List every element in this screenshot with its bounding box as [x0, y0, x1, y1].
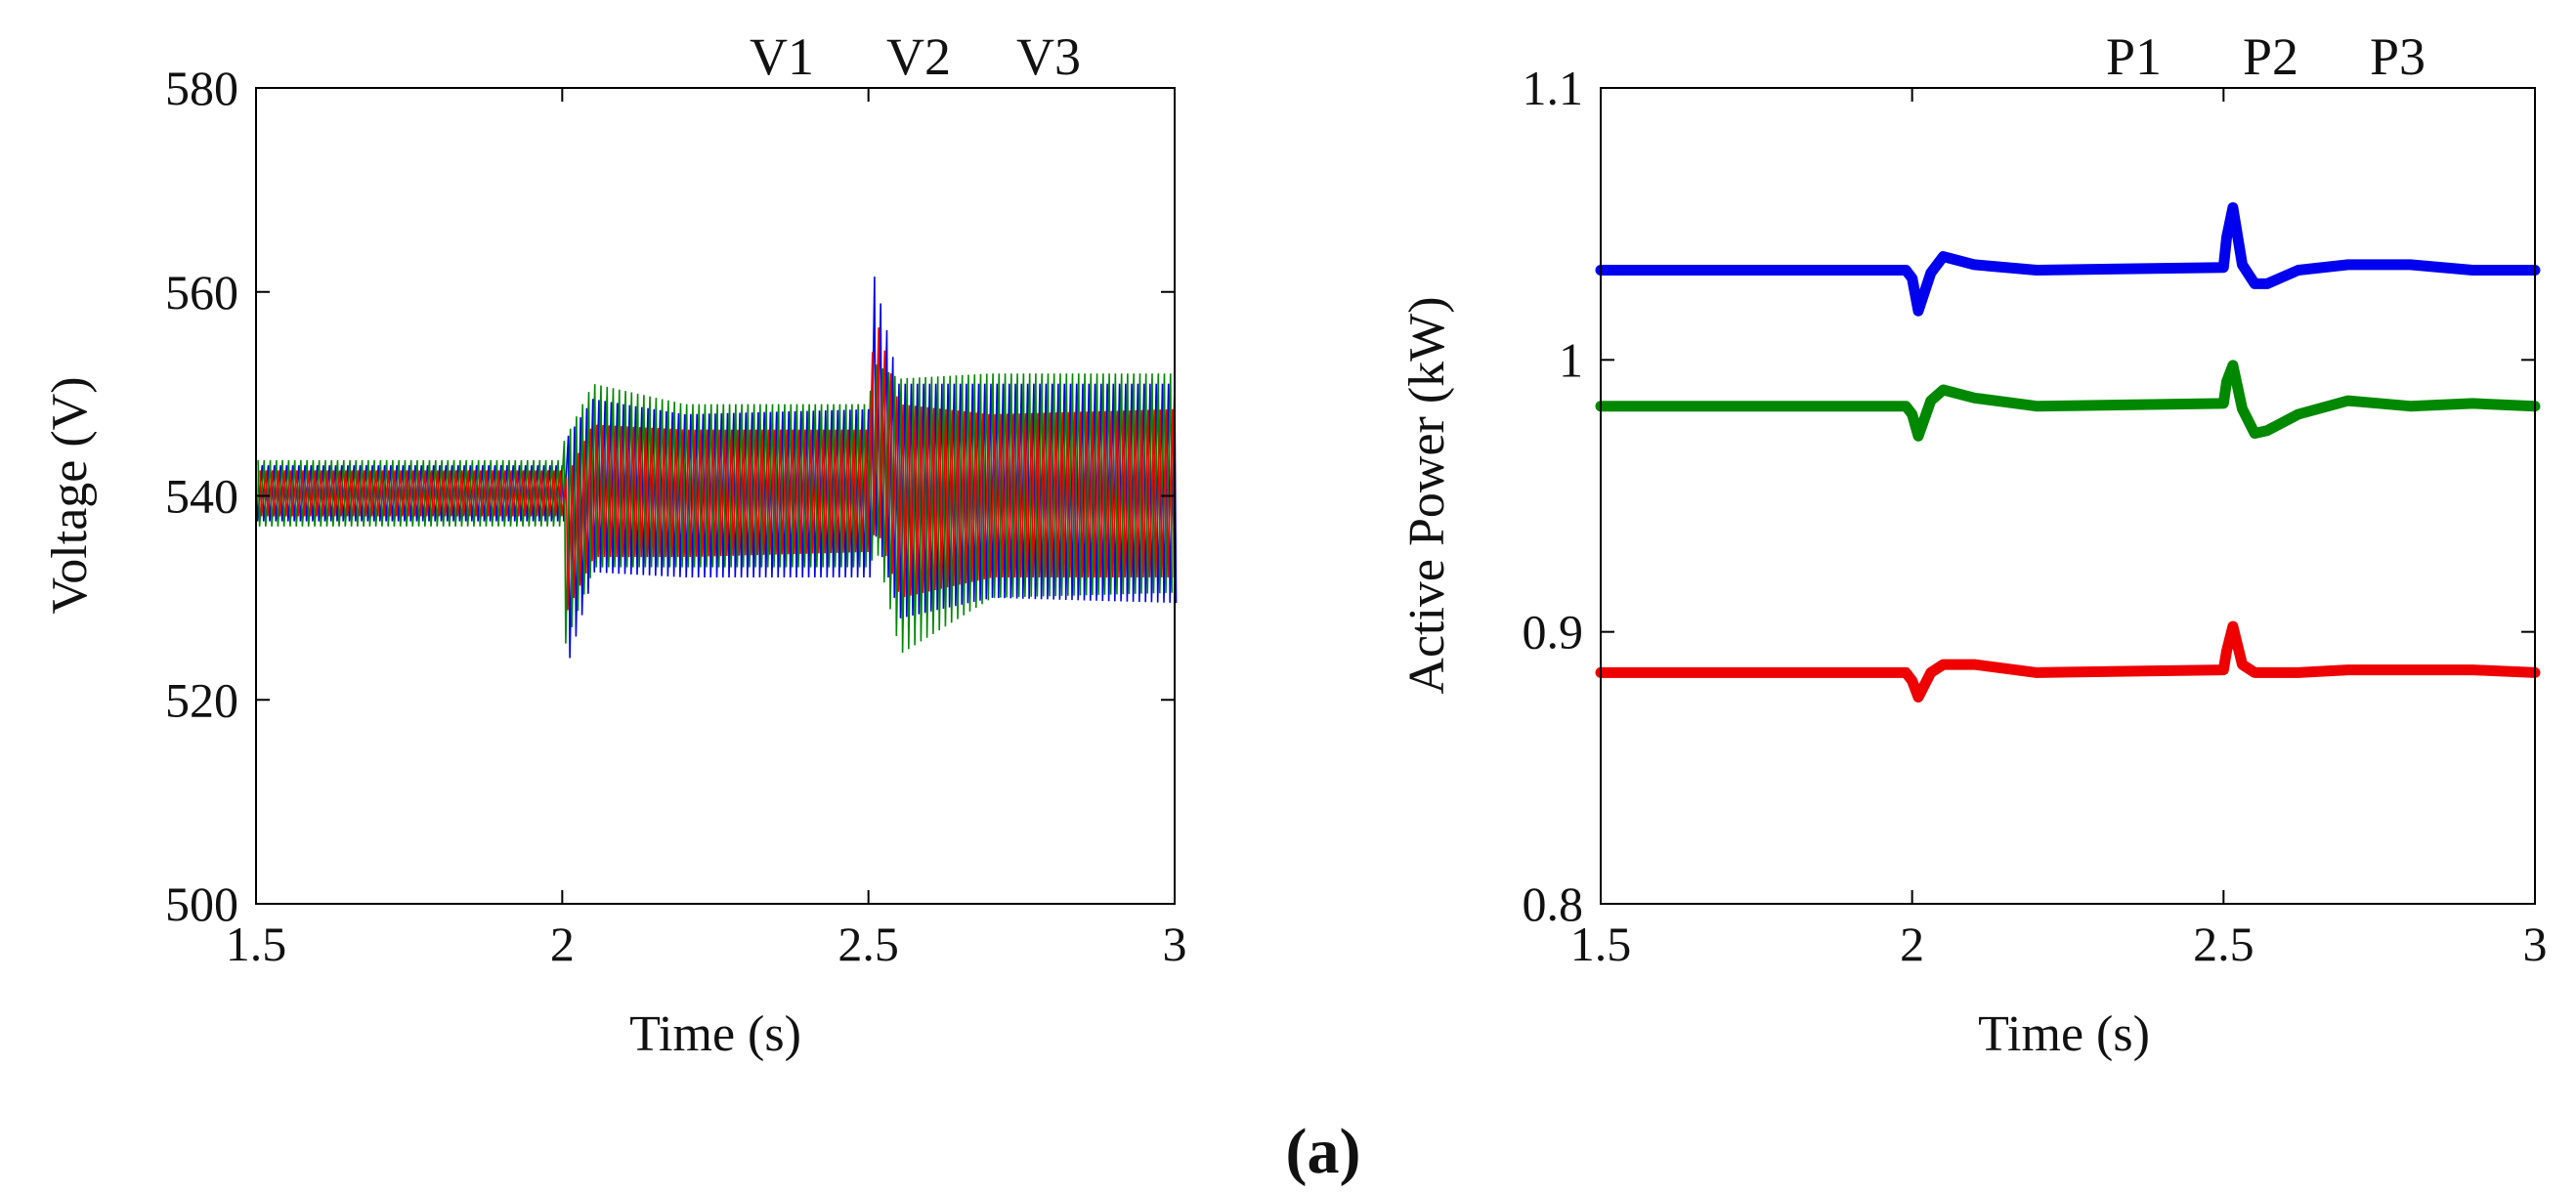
voltage-y-tick-label: 560 — [165, 265, 238, 320]
power-x-axis-label: Time (s) — [1978, 1006, 2150, 1062]
power-series-p1 — [1595, 202, 2541, 317]
power-x-tick-label: 2 — [1900, 917, 1924, 971]
power-series-p3 — [1595, 620, 2541, 703]
power-x-tick-label: 3 — [2523, 917, 2548, 971]
power-series-p2 — [1595, 360, 2541, 442]
power-y-tick-label: 0.8 — [1523, 876, 1584, 931]
power-y-axis-label: Active Power (kW) — [1399, 296, 1455, 694]
voltage-x-tick-label: 2.5 — [837, 917, 899, 971]
power-plot-frame — [1600, 87, 2536, 905]
voltage-x-tick-label: 1.5 — [226, 917, 287, 971]
voltage-series-v3 — [259, 327, 1176, 611]
voltage-y-axis-label: Voltage (V) — [42, 376, 98, 614]
power-chart: 1.5 2 2.5 3 0.8 0.9 1 1.1 Time (s) Active Power… — [1399, 27, 2548, 1062]
power-x-tick-label: 1.5 — [1570, 917, 1632, 971]
power-y-tick-label: 1 — [1559, 332, 1583, 387]
power-x-tick-label: 2.5 — [2193, 917, 2254, 971]
voltage-y-tick-label: 580 — [165, 61, 238, 115]
figure-caption: (a) — [1286, 1116, 1361, 1187]
legend-v3: V3 — [1016, 27, 1081, 86]
voltage-x-axis-label: Time (s) — [629, 1006, 801, 1062]
power-plot-area — [1601, 88, 2535, 904]
voltage-series-group — [255, 277, 1178, 659]
voltage-x-tick-label: 2 — [550, 917, 575, 971]
power-series-group — [1595, 202, 2541, 703]
legend-p1: P1 — [2106, 27, 2162, 86]
voltage-ticks: 1.5 2 2.5 3 500 520 540 560 580 — [165, 61, 1187, 971]
power-ticks: 1.5 2 2.5 3 0.8 0.9 1 1.1 — [1523, 61, 2548, 971]
voltage-series-v2 — [257, 364, 1174, 654]
legend-p2: P2 — [2243, 27, 2298, 86]
voltage-legend: V1 V2 V3 — [750, 27, 1081, 86]
voltage-y-tick-label: 520 — [165, 672, 238, 727]
legend-p3: P3 — [2370, 27, 2426, 86]
power-y-tick-label: 1.1 — [1523, 61, 1584, 115]
voltage-y-tick-label: 540 — [165, 469, 238, 524]
power-legend: P1 P2 P3 — [2106, 27, 2426, 86]
power-y-tick-label: 0.9 — [1523, 605, 1584, 660]
voltage-x-tick-label: 3 — [1163, 917, 1187, 971]
voltage-y-tick-label: 500 — [165, 876, 238, 931]
legend-v1: V1 — [750, 27, 814, 86]
legend-v2: V2 — [886, 27, 951, 86]
voltage-chart: 1.5 2 2.5 3 500 520 540 560 580 Time (s) Voltage… — [42, 27, 1187, 1062]
